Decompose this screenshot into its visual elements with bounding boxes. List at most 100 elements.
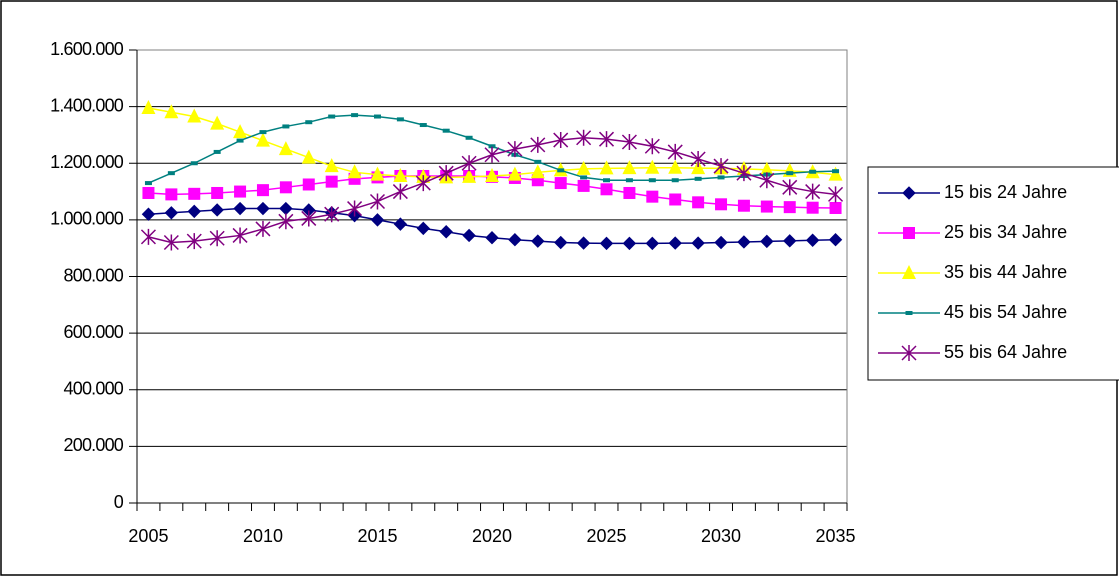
marker bbox=[554, 235, 568, 250]
y-tick-label: 1.000.000 bbox=[50, 209, 124, 229]
marker bbox=[828, 232, 843, 247]
legend-label: 25 bis 34 Jahre bbox=[944, 222, 1067, 242]
marker-shape bbox=[234, 185, 247, 198]
marker-shape bbox=[786, 171, 794, 176]
marker bbox=[599, 160, 614, 175]
marker bbox=[301, 149, 316, 164]
marker bbox=[531, 234, 545, 248]
marker bbox=[905, 311, 913, 315]
marker bbox=[236, 138, 244, 143]
marker-shape bbox=[832, 169, 840, 174]
marker-shape bbox=[828, 232, 843, 247]
marker-shape bbox=[828, 186, 844, 203]
marker-shape bbox=[301, 149, 316, 164]
marker-shape bbox=[167, 171, 175, 176]
marker bbox=[507, 166, 522, 181]
marker bbox=[554, 177, 567, 190]
marker bbox=[393, 217, 408, 231]
marker-shape bbox=[599, 236, 614, 251]
marker-shape bbox=[210, 203, 224, 217]
marker bbox=[210, 203, 224, 217]
x-tick-label: 2030 bbox=[701, 526, 741, 546]
marker bbox=[186, 233, 202, 250]
marker bbox=[305, 120, 313, 125]
marker-shape bbox=[485, 167, 499, 182]
marker-shape bbox=[782, 179, 798, 196]
marker bbox=[760, 234, 774, 249]
marker bbox=[600, 183, 613, 196]
marker-shape bbox=[644, 138, 660, 155]
marker-shape bbox=[415, 175, 431, 192]
marker-shape bbox=[645, 159, 660, 174]
marker-shape bbox=[598, 131, 615, 148]
marker bbox=[832, 169, 840, 174]
legend-label: 45 bis 54 Jahre bbox=[944, 302, 1067, 322]
marker bbox=[233, 201, 247, 216]
marker bbox=[396, 117, 404, 122]
marker-shape bbox=[392, 183, 408, 200]
marker-shape bbox=[694, 176, 702, 181]
marker-shape bbox=[534, 159, 542, 164]
marker-shape bbox=[325, 175, 338, 188]
marker-shape bbox=[186, 233, 202, 250]
marker-shape bbox=[442, 128, 450, 133]
marker-shape bbox=[211, 186, 224, 199]
marker-shape bbox=[278, 141, 293, 156]
marker bbox=[485, 231, 499, 245]
marker bbox=[692, 196, 705, 209]
marker-shape bbox=[163, 234, 179, 251]
marker-shape bbox=[805, 183, 821, 200]
marker-shape bbox=[759, 161, 774, 176]
marker-shape bbox=[140, 228, 156, 245]
marker-shape bbox=[141, 207, 156, 221]
marker-shape bbox=[142, 186, 155, 199]
marker bbox=[576, 160, 591, 175]
marker bbox=[603, 178, 611, 183]
marker bbox=[167, 171, 175, 176]
y-tick-label: 400.000 bbox=[64, 379, 124, 399]
marker-shape bbox=[901, 345, 917, 361]
x-tick-label: 2005 bbox=[128, 526, 168, 546]
marker bbox=[369, 193, 386, 210]
marker-shape bbox=[328, 114, 336, 119]
marker-shape bbox=[531, 234, 545, 248]
marker-shape bbox=[783, 234, 797, 248]
y-tick-label: 600.000 bbox=[64, 322, 124, 342]
marker-shape bbox=[759, 172, 775, 189]
marker-shape bbox=[279, 181, 292, 194]
marker bbox=[233, 124, 248, 139]
marker bbox=[805, 183, 821, 200]
marker-shape bbox=[737, 199, 750, 212]
marker bbox=[163, 234, 179, 251]
marker-shape bbox=[419, 123, 427, 128]
marker-shape bbox=[302, 178, 315, 191]
marker bbox=[255, 132, 270, 147]
marker-shape bbox=[393, 217, 408, 231]
marker-shape bbox=[576, 236, 591, 250]
marker bbox=[328, 114, 336, 119]
marker-shape bbox=[462, 168, 477, 183]
marker bbox=[714, 235, 728, 250]
marker bbox=[786, 171, 794, 176]
x-tick-label: 2015 bbox=[357, 526, 397, 546]
marker-shape bbox=[393, 167, 408, 182]
marker-shape bbox=[213, 149, 221, 154]
marker bbox=[165, 188, 178, 201]
marker bbox=[690, 151, 706, 168]
marker bbox=[667, 143, 683, 160]
marker bbox=[461, 155, 477, 172]
marker bbox=[141, 100, 156, 115]
marker bbox=[484, 146, 500, 163]
marker bbox=[442, 128, 450, 133]
marker-shape bbox=[255, 220, 271, 237]
marker-shape bbox=[507, 166, 522, 181]
marker bbox=[462, 168, 477, 183]
marker bbox=[691, 236, 705, 250]
marker-shape bbox=[164, 206, 179, 220]
marker bbox=[507, 141, 523, 158]
marker bbox=[301, 210, 317, 227]
marker bbox=[671, 178, 679, 183]
marker bbox=[373, 114, 381, 119]
marker-shape bbox=[370, 213, 385, 227]
